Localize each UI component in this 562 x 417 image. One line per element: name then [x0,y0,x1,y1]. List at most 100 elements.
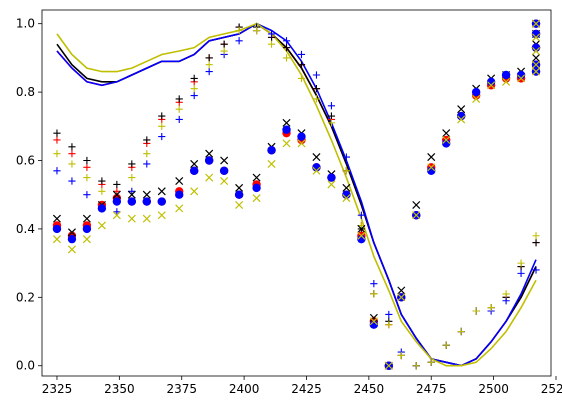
plus-marker-blue [385,310,393,319]
plus-marker-yellow [517,259,525,267]
plus-marker-yellow [457,327,465,336]
x-marker-black [357,224,366,233]
axes: 2325 2350 2375 2400 2425 2450 2475 2500 2525 0.0 0… [16,9,562,396]
x-tick-label: 2325 [42,382,73,396]
x-marker-yellow [427,163,436,172]
plus-marker-red [68,150,76,158]
x-marker-yellow [532,60,541,69]
plus-marker-black [190,74,198,83]
circle-marker-blue [297,132,306,141]
circle-marker-blue [157,197,166,206]
circle-marker-blue [82,224,92,234]
plus-marker-black [83,156,91,165]
x-marker-yellow [67,245,76,254]
series-lines [56,22,537,367]
x-marker-black [397,286,406,295]
plot-frame [41,9,552,377]
plus-marker-yellow [98,187,106,195]
plus-marker-blue [205,67,213,76]
x-marker-yellow [127,214,136,223]
series-line-yellow [56,22,537,367]
x-marker-black [82,214,91,223]
circle-marker-blue [234,190,244,199]
plus-marker-yellow [357,221,365,230]
x-tick-label: 2425 [291,382,322,396]
circle-marker-blue [471,87,481,97]
x-tick-label: 2400 [229,382,260,396]
plus-marker-blue [267,30,276,38]
plus-marker-blue [175,115,183,124]
x-marker-black [205,149,214,158]
plus-marker-yellow [370,290,378,298]
x-marker-black [532,53,541,62]
x-marker-yellow [502,77,511,86]
plus-marker-yellow [205,61,213,69]
plus-marker-yellow [342,167,351,175]
circle-marker-blue [112,197,122,206]
plus-marker-blue [312,71,321,79]
plus-marker-yellow [297,74,306,83]
x-marker-yellow [282,139,291,148]
plus-marker-yellow [267,40,276,48]
x-marker-yellow [267,159,276,168]
plus-marker-yellow [412,362,420,370]
x-marker-yellow [532,19,541,28]
plus-marker-blue [190,91,198,100]
circle-marker-blue [282,125,291,134]
circle-marker-blue [204,156,214,165]
plus-marker-yellow [53,150,61,158]
plus-marker-black [175,95,183,103]
circle-marker-blue [501,70,511,80]
plus-marker-red [113,187,121,195]
plus-marker-blue [143,160,151,168]
plus-marker-black [53,129,61,137]
x-tick-label: 2500 [478,382,509,396]
circle-marker-blue [219,166,229,175]
plus-marker-black [158,112,166,120]
plus-marker-blue [235,37,243,45]
x-marker-yellow [112,211,121,220]
plus-marker-black [98,177,106,185]
x-tick-label: 2525 [541,382,562,396]
plus-marker-yellow [143,150,151,158]
plus-marker-black [220,40,228,48]
plus-marker-yellow [282,54,291,62]
plus-marker-blue [297,50,306,59]
plus-marker-black [327,112,336,120]
plus-marker-yellow [252,26,261,35]
x-marker-yellow [235,200,244,209]
x-tick-label: 2350 [104,382,135,396]
circle-marker-blue [327,173,336,182]
x-marker-yellow [487,81,496,90]
plus-marker-blue [83,191,91,199]
circle-marker-blue [175,190,184,199]
x-marker-yellow [517,74,526,83]
x-marker-black [312,153,321,162]
x-marker-black [220,156,229,165]
plus-marker-black [205,54,213,62]
series-line-black [56,22,537,367]
x-marker-yellow [82,235,91,244]
x-marker-yellow [312,166,321,175]
plus-marker-yellow [385,321,393,329]
plus-marker-blue [128,187,136,195]
x-marker-black [142,190,151,199]
plus-marker-yellow [190,85,198,93]
x-marker-yellow [532,33,541,42]
circle-marker-blue [190,166,199,175]
x-marker-black [369,313,378,322]
y-tick-label: 0.6 [16,154,35,168]
plus-marker-black [143,136,151,144]
x-marker-yellow [297,139,306,148]
plus-marker-yellow [83,174,91,182]
x-marker-black [175,177,184,186]
plus-marker-blue [68,177,76,185]
x-marker-black [412,200,421,209]
x-marker-black [112,190,121,199]
x-marker-yellow [142,214,151,223]
circle-marker-blue [127,197,137,206]
plus-marker-yellow [397,351,405,360]
x-marker-black [52,214,61,223]
x-marker-yellow [357,231,366,240]
